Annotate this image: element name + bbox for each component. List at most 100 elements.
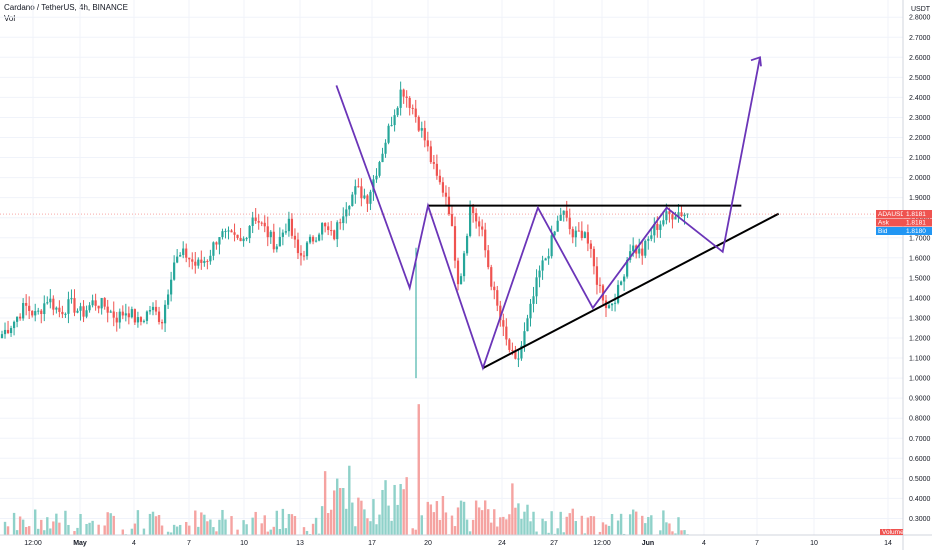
candle xyxy=(318,232,321,242)
volume-bar xyxy=(647,517,650,535)
candle xyxy=(571,226,574,244)
candle-body xyxy=(151,306,155,311)
candle xyxy=(502,313,505,337)
candle-body xyxy=(314,240,318,242)
candle-body xyxy=(420,128,423,131)
candle-body xyxy=(493,286,496,291)
candle-body xyxy=(465,235,469,254)
time-tick: 12:00 xyxy=(24,540,42,547)
candle-body xyxy=(206,260,209,262)
volume-bar xyxy=(580,515,584,535)
candle xyxy=(73,289,76,317)
volume-bar xyxy=(607,525,611,535)
candle-body xyxy=(514,350,517,359)
candle-body xyxy=(58,307,61,312)
candle-body xyxy=(378,162,381,176)
volume-bar xyxy=(586,517,590,535)
candle xyxy=(239,227,242,242)
candle xyxy=(641,240,644,265)
candle-body xyxy=(595,266,599,285)
candle-body xyxy=(154,306,158,312)
grid xyxy=(0,0,903,535)
candle xyxy=(360,178,363,207)
candle xyxy=(287,211,290,237)
volume-bar xyxy=(169,532,173,535)
candle-body xyxy=(176,256,179,263)
candle-body xyxy=(19,316,22,319)
candle-body xyxy=(299,253,303,256)
candle xyxy=(357,178,360,188)
candle xyxy=(532,286,535,313)
candle-body xyxy=(438,175,441,183)
candle-body xyxy=(157,311,161,322)
volume-bar xyxy=(435,501,439,535)
volume-bar xyxy=(487,509,490,535)
candle xyxy=(520,341,523,361)
candle-body xyxy=(263,222,266,227)
volume-bar xyxy=(79,514,82,535)
candle xyxy=(170,271,173,302)
candle xyxy=(94,293,97,311)
candle-body xyxy=(366,195,369,204)
candle-body xyxy=(64,313,67,315)
candle xyxy=(160,319,164,330)
volume-bar xyxy=(103,525,106,535)
candle-body xyxy=(179,254,182,257)
candle-body xyxy=(76,310,79,313)
price-tick: 2.3000 xyxy=(909,115,931,122)
volume-bar xyxy=(263,515,266,535)
candle-body xyxy=(453,226,457,261)
volume-bar xyxy=(148,513,152,535)
candle-body xyxy=(408,97,411,108)
candle-body xyxy=(562,210,565,215)
candle xyxy=(462,250,466,282)
candle-body xyxy=(302,255,306,257)
candle-body xyxy=(677,212,680,217)
volume-bar xyxy=(88,522,91,535)
volume-bar xyxy=(215,531,218,535)
candle xyxy=(97,305,100,314)
candle-body xyxy=(508,339,511,350)
candle xyxy=(447,186,451,216)
volume-bar xyxy=(73,531,76,535)
volume-bar xyxy=(417,404,420,535)
candle xyxy=(224,228,227,239)
volume-bar xyxy=(474,500,478,535)
volume-bar xyxy=(399,484,402,535)
candle-body xyxy=(357,186,360,188)
price-tick: 0.6000 xyxy=(909,456,931,463)
candle-body xyxy=(472,206,475,214)
candle xyxy=(296,232,300,260)
candle xyxy=(363,188,366,200)
candle xyxy=(112,301,115,327)
volume-bar xyxy=(668,523,671,535)
candle xyxy=(396,106,399,118)
candle-body xyxy=(375,175,378,180)
candle xyxy=(450,206,454,227)
candle xyxy=(342,207,345,231)
candle-body xyxy=(224,230,227,232)
candle-body xyxy=(665,211,668,221)
candle xyxy=(0,330,4,339)
volume-bar xyxy=(465,519,469,535)
candle-body xyxy=(191,259,194,262)
volume-bar xyxy=(659,530,662,535)
candle xyxy=(650,229,653,242)
candle xyxy=(124,303,127,322)
candle xyxy=(526,314,529,332)
candle-body xyxy=(351,194,354,207)
candle xyxy=(299,245,303,266)
candle-body xyxy=(327,226,330,231)
candle xyxy=(629,244,632,263)
candle-body xyxy=(641,248,644,256)
volume-bar xyxy=(520,518,523,535)
candle-body xyxy=(556,220,559,232)
candle-body xyxy=(290,218,294,236)
candle-body xyxy=(568,217,571,230)
candle-body xyxy=(565,210,568,218)
volume-bar xyxy=(526,504,529,535)
candle xyxy=(157,306,161,325)
volume-bar xyxy=(381,489,384,535)
